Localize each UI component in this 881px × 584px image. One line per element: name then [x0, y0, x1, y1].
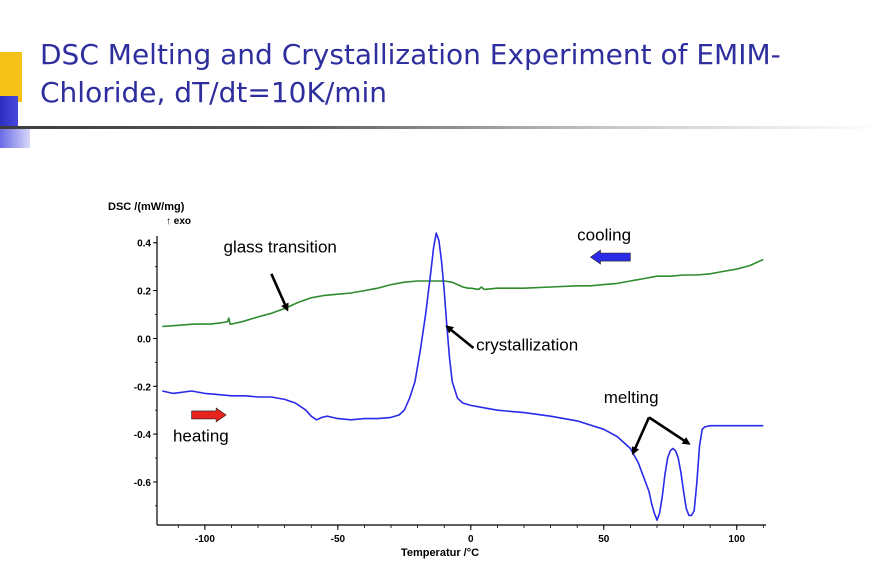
melting-arrow-2 [648, 416, 691, 445]
x-axis-label: Temperatur /°C [401, 547, 479, 559]
ticks: 0.4 0.2 0.0 -0.2 -0.4 -0.6 -100 -50 0 50 100 [134, 239, 764, 545]
melting-label: melting [604, 388, 659, 407]
accent-bar-fade [0, 128, 30, 148]
title-line-1: DSC Melting and Crystallization Experime… [40, 38, 781, 71]
y-axis-label: DSC /(mW/mg) [108, 201, 185, 213]
cooling-curve [162, 258, 764, 328]
heating-curve [162, 232, 764, 521]
x-tick-label: 0 [468, 534, 474, 545]
x-tick-label: 50 [598, 534, 610, 545]
y-tick-label: 0.0 [137, 334, 151, 345]
crystallization-arrow [445, 325, 475, 350]
melting-arrow [631, 416, 651, 456]
title-line-2: Chloride, dT/dt=10K/min [40, 76, 388, 109]
y-tick-label: -0.4 [134, 430, 152, 441]
glass-transition-arrow [270, 273, 289, 312]
x-tick-label: -50 [331, 534, 346, 545]
y-tick-label: -0.6 [134, 478, 152, 489]
x-tick-label: -100 [195, 534, 215, 545]
glass-transition-label: glass transition [223, 237, 336, 256]
cooling-label: cooling [577, 225, 631, 244]
slide-title: DSC Melting and Crystallization Experime… [40, 36, 860, 112]
accent-bar-yellow [0, 52, 22, 102]
heating-label: heating [173, 426, 229, 445]
cooling-arrow [589, 249, 631, 265]
y-tick-label: 0.2 [137, 287, 151, 298]
y-tick-label: 0.4 [137, 239, 151, 250]
axes: DSC /(mW/mg) ↑ exo Temperatur /°C [108, 201, 766, 559]
annotations: glass transition crystallization melting co… [173, 225, 691, 456]
crystallization-label: crystallization [476, 335, 578, 354]
series [162, 232, 764, 521]
title-divider [0, 126, 881, 129]
y-axis-sublabel: ↑ exo [166, 216, 191, 227]
x-tick-label: 100 [728, 534, 745, 545]
y-tick-label: -0.2 [134, 382, 152, 393]
heating-arrow [191, 407, 227, 423]
